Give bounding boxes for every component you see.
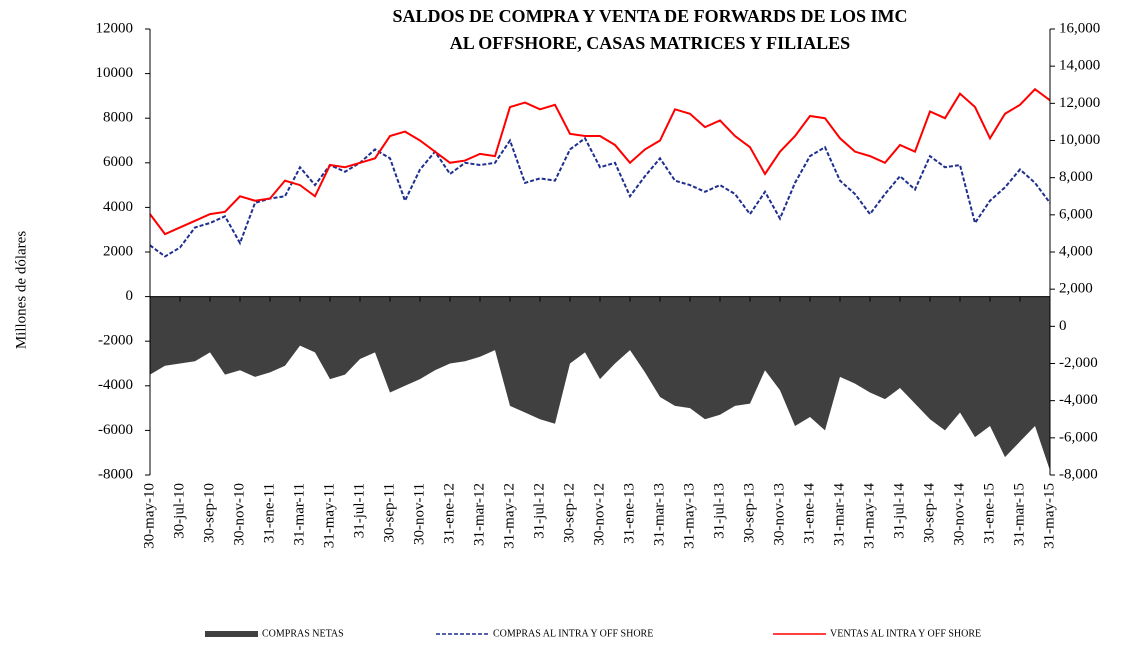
chart-title: SALDOS DE COMPRA Y VENTA DE FORWARDS DE …	[393, 6, 908, 26]
area	[150, 296, 1050, 471]
x-tick-label: 30-sep-11	[381, 483, 397, 542]
x-tick-label: 31-mar-14	[831, 483, 847, 547]
chart-title: AL OFFSHORE, CASAS MATRICES Y FILIALES	[450, 33, 850, 53]
x-tick-label: 31-mar-12	[471, 483, 487, 546]
x-tick-label: 31-ene-11	[261, 483, 277, 543]
x-tick-label: 30-nov-14	[951, 483, 967, 546]
legend-swatch	[205, 631, 258, 637]
x-tick-label: 30-nov-10	[231, 483, 247, 546]
legend-label: VENTAS AL INTRA Y OFF SHORE	[830, 628, 981, 639]
x-tick-label: 31-ene-14	[801, 483, 817, 544]
y2-tick-label: -8,000	[1059, 466, 1098, 482]
y2-tick-label: 12,000	[1059, 95, 1100, 111]
y-tick-label: 8000	[103, 110, 133, 126]
x-tick-label: 30-jul-10	[171, 483, 187, 539]
x-tick-label: 31-may-12	[501, 483, 517, 549]
y-tick-label: 6000	[103, 154, 133, 170]
y-tick-label: -8000	[98, 466, 133, 482]
x-tick-label: 30-sep-14	[921, 483, 937, 543]
y2-tick-label: 16,000	[1059, 20, 1100, 36]
x-tick-label: 31-jul-12	[531, 483, 547, 539]
x-tick-label: 31-may-11	[321, 483, 337, 548]
x-tick-label: 31-mar-11	[291, 483, 307, 545]
line	[149, 87, 1051, 236]
y2-tick-label: -6,000	[1059, 429, 1098, 445]
y-tick-label: -2000	[98, 333, 133, 349]
x-tick-label: 31-mar-13	[651, 483, 667, 546]
y-tick-label: -6000	[98, 422, 133, 438]
x-tick-label: 31-ene-13	[621, 483, 637, 544]
y-tick-label: 2000	[103, 243, 133, 259]
y-tick-label: 4000	[103, 199, 133, 215]
y-tick-label: 0	[126, 288, 134, 304]
y-tick-label: 12000	[96, 20, 134, 36]
x-tick-label: 31-jul-14	[891, 483, 907, 539]
y2-tick-label: -4,000	[1059, 392, 1098, 408]
y2-tick-label: -2,000	[1059, 355, 1098, 371]
y2-tick-label: 2,000	[1059, 281, 1093, 297]
legend-label: COMPRAS AL INTRA Y OFF SHORE	[493, 628, 653, 639]
x-tick-label: 30-nov-13	[771, 483, 787, 546]
y2-tick-label: 10,000	[1059, 132, 1100, 148]
x-tick-label: 31-jul-13	[711, 483, 727, 539]
x-tick-label: 31-ene-15	[981, 483, 997, 544]
legend-label: COMPRAS NETAS	[262, 628, 344, 639]
x-tick-label: 31-may-15	[1041, 483, 1057, 549]
y2-tick-label: 8,000	[1059, 169, 1093, 185]
x-tick-label: 30-sep-13	[741, 483, 757, 543]
y2-tick-label: 6,000	[1059, 206, 1093, 222]
x-tick-label: 30-sep-10	[201, 483, 217, 543]
x-tick-label: 31-mar-15	[1011, 483, 1027, 546]
x-tick-label: 30-may-10	[141, 483, 157, 549]
y-tick-label: -4000	[98, 377, 133, 393]
y2-tick-label: 4,000	[1059, 243, 1093, 259]
x-tick-label: 31-jul-11	[351, 483, 367, 538]
x-tick-label: 31-ene-12	[441, 483, 457, 544]
x-tick-label: 30-sep-12	[561, 483, 577, 543]
line	[149, 136, 1051, 258]
x-tick-label: 31-may-13	[681, 483, 697, 549]
x-tick-label: 30-nov-11	[411, 483, 427, 545]
y-tick-label: 10000	[96, 65, 134, 81]
x-tick-label: 31-may-14	[861, 483, 877, 549]
x-tick-label: 30-nov-12	[591, 483, 607, 546]
y2-tick-label: 14,000	[1059, 58, 1100, 74]
y-axis-label: Millones de dólares	[13, 231, 29, 349]
y2-tick-label: 0	[1059, 318, 1067, 334]
